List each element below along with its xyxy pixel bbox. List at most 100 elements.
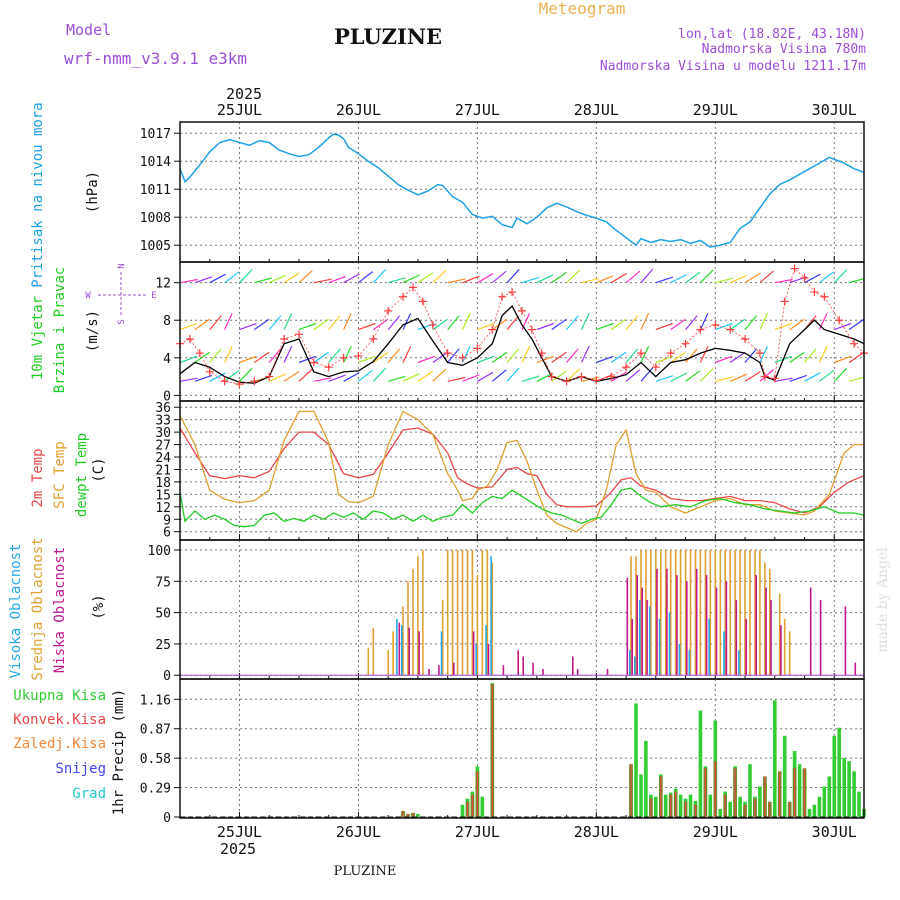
- wind-barb: [209, 372, 226, 382]
- wind-barb: [655, 375, 674, 382]
- wind-barb: [521, 375, 540, 382]
- wind-barb: [432, 269, 447, 284]
- wind-barb: [581, 278, 600, 284]
- wind-barb: [640, 345, 650, 363]
- wind-barb: [551, 351, 567, 363]
- wind-barb: [447, 376, 466, 382]
- temp-label-2: SFC Temp: [52, 441, 68, 508]
- precip-conv-core: [412, 812, 414, 817]
- wind-barb: [358, 369, 373, 382]
- precip-total-bar: [827, 776, 832, 817]
- wind-barb: [298, 322, 317, 331]
- wind-barb: [715, 355, 733, 364]
- precip-total-bar: [460, 804, 465, 817]
- wind-barb: [625, 270, 641, 284]
- wind-barb: [729, 351, 746, 363]
- day-label-bottom: 28JUL: [574, 823, 619, 841]
- wind-barb: [580, 313, 590, 330]
- precip-total-bar: [842, 758, 846, 817]
- precip-conv-core: [714, 761, 716, 817]
- precip-total-bar: [847, 761, 851, 817]
- precip-ytick-label: 0.29: [140, 782, 171, 797]
- wind-barb: [372, 367, 387, 382]
- wind-barb: [715, 277, 733, 284]
- wind-barb: [477, 355, 495, 364]
- wind-barb: [298, 368, 313, 382]
- wind-barb: [551, 370, 567, 382]
- wind-barb: [224, 345, 233, 363]
- dewpoint-line: [179, 487, 865, 528]
- precip-total-bar: [748, 764, 752, 817]
- wind-barb: [462, 374, 480, 382]
- wind-barb: [313, 278, 332, 284]
- wind-barb: [239, 269, 253, 284]
- wind-barb: [402, 345, 412, 363]
- gust-marker: [384, 306, 393, 315]
- wind-barb: [819, 369, 835, 382]
- day-label-bottom: 30JUL: [812, 823, 857, 841]
- wind-barb: [640, 313, 650, 330]
- cloud-label-3: Niska Oblacnost: [52, 547, 68, 673]
- compass-e: E: [151, 291, 156, 301]
- wind-barb: [789, 318, 805, 331]
- day-label-bottom: 27JUL: [455, 823, 500, 841]
- precip-total-bar: [708, 794, 713, 817]
- precip-conv-core: [744, 804, 746, 817]
- gust-marker: [518, 306, 526, 315]
- precip-ytick-label: 0.58: [140, 752, 171, 767]
- wind-barb: [254, 277, 272, 284]
- wind-barb: [834, 322, 852, 331]
- precip-conv-core: [789, 801, 791, 817]
- wind-barb: [313, 318, 329, 331]
- wind-barb: [432, 368, 447, 382]
- cloud-label-1: Visoka Oblacnost: [8, 544, 24, 679]
- wind-barb: [699, 368, 714, 382]
- gust-marker: [790, 264, 799, 273]
- wind-barb: [804, 372, 821, 382]
- pressure-label: Pritisak na nivou mora: [30, 102, 46, 287]
- wind-barb: [625, 315, 639, 330]
- precip-conv-core: [803, 768, 806, 817]
- precip-total-bar: [718, 808, 723, 817]
- wind-barb: [462, 275, 480, 284]
- gust-line: [179, 267, 865, 385]
- gust-marker: [418, 297, 427, 306]
- wind-barb: [402, 274, 420, 284]
- temp2m-line: [179, 427, 865, 514]
- cloud-ytick-label: 100: [148, 544, 171, 559]
- wind-barb: [834, 355, 852, 364]
- precip-conv-core: [476, 771, 478, 817]
- precip-conv-core: [407, 813, 409, 817]
- precip-total-bar: [480, 796, 485, 817]
- wind-barb: [194, 318, 210, 331]
- day-label-bottom: 25JUL: [217, 823, 262, 841]
- wind-barb: [625, 348, 639, 363]
- wind-barb: [388, 375, 406, 382]
- wind-barb: [447, 278, 466, 284]
- wind-barb: [402, 313, 412, 330]
- pressure-panel: 1005 1008 1011 1014 1017: [140, 121, 865, 263]
- wind-barb: [283, 272, 300, 284]
- precip-conv-core: [694, 804, 697, 817]
- temperature-ytick-label: 18: [155, 476, 171, 491]
- wind-barb: [715, 376, 733, 382]
- precip-conv-core: [675, 791, 677, 817]
- precip-total-bar: [812, 804, 817, 817]
- wind-barb: [387, 315, 401, 330]
- wind-barb: [774, 278, 793, 284]
- year-label-bottom: 2025: [220, 840, 256, 858]
- day-label-top: 29JUL: [693, 101, 738, 119]
- wind-barb: [180, 322, 198, 331]
- wind-barb: [432, 351, 448, 363]
- precip-total-bar: [832, 735, 837, 817]
- gust-marker: [547, 372, 556, 381]
- wind-barb: [685, 370, 701, 382]
- wind-barb: [744, 272, 761, 284]
- cloud-ytick-label: 50: [155, 607, 171, 622]
- wind-barb: [744, 315, 758, 330]
- wind-barb: [610, 318, 627, 331]
- gust-marker: [711, 320, 720, 329]
- wind-barb: [268, 315, 282, 330]
- gust-marker: [399, 292, 408, 301]
- wind-barb: [224, 271, 240, 284]
